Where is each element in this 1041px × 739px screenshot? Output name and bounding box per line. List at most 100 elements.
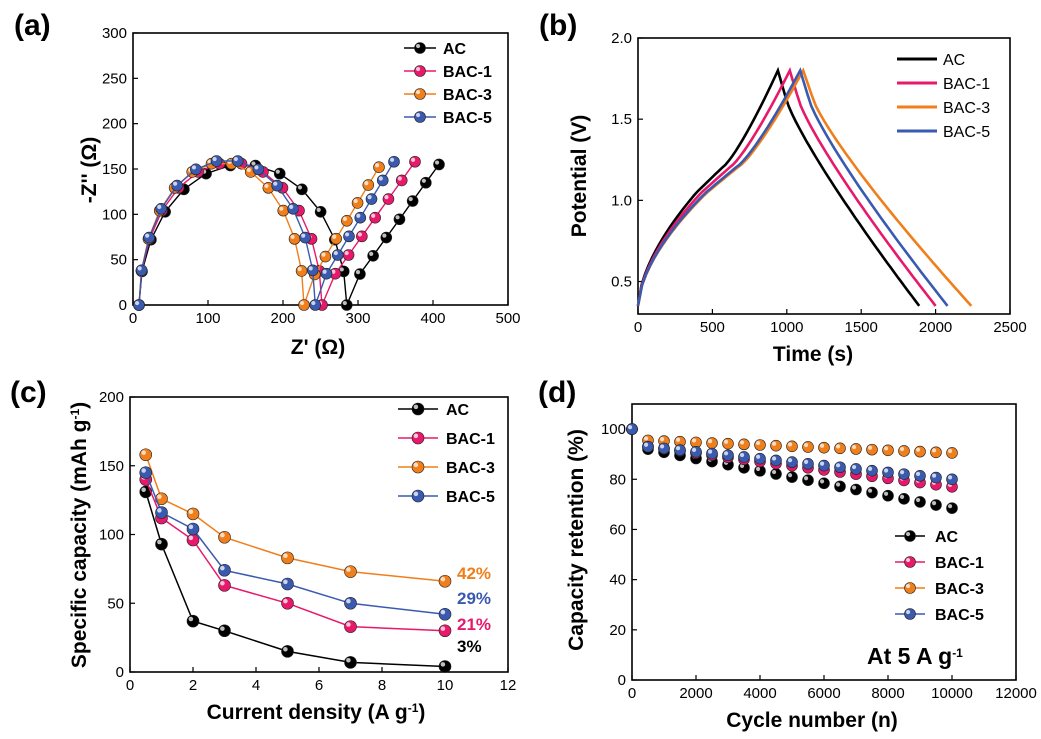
series-AC: 3% bbox=[139, 485, 482, 673]
panel-label: (a) bbox=[14, 9, 51, 42]
series-BAC-5: 29% bbox=[139, 466, 491, 621]
y-tick-label: 0 bbox=[618, 672, 626, 689]
data-point bbox=[344, 656, 357, 669]
legend-label: AC bbox=[943, 52, 965, 69]
data-point bbox=[171, 179, 183, 192]
legend-label: BAC-1 bbox=[935, 555, 984, 572]
y-tick-label: 2.0 bbox=[611, 30, 632, 47]
data-point bbox=[409, 155, 421, 168]
data-point bbox=[343, 230, 355, 243]
x-tick-label: 300 bbox=[345, 310, 370, 327]
data-point bbox=[271, 179, 283, 192]
y-axis-label: -Z'' (Ω) bbox=[78, 137, 101, 203]
data-point bbox=[786, 456, 798, 468]
data-point bbox=[738, 451, 750, 463]
data-point bbox=[438, 624, 452, 638]
data-point bbox=[786, 471, 798, 483]
x-tick-label: 4000 bbox=[743, 685, 776, 702]
legend-label: BAC-3 bbox=[943, 100, 990, 117]
x-tick-label: 2000 bbox=[919, 319, 952, 336]
data-point bbox=[252, 163, 265, 176]
x-tick-label: 2 bbox=[189, 677, 197, 694]
data-point bbox=[850, 463, 862, 475]
data-point bbox=[674, 444, 686, 456]
data-point bbox=[367, 249, 379, 262]
x-tick-label: 6 bbox=[315, 677, 323, 694]
data-point bbox=[340, 299, 353, 311]
data-point bbox=[296, 183, 308, 196]
x-tick-label: 2000 bbox=[679, 685, 712, 702]
data-point bbox=[344, 596, 357, 610]
legend-label: AC bbox=[935, 529, 959, 546]
legend-label: BAC-5 bbox=[935, 607, 984, 624]
data-point bbox=[344, 565, 357, 578]
data-point bbox=[898, 445, 910, 457]
data-point bbox=[818, 477, 830, 490]
legend: AC BAC-1 BAC-3 BAC-5 bbox=[897, 52, 990, 141]
x-axis-label: Current density (A g-1) bbox=[207, 701, 426, 724]
data-point bbox=[882, 466, 894, 479]
legend-marker bbox=[904, 582, 916, 594]
legend-marker bbox=[904, 530, 916, 542]
data-point bbox=[834, 480, 846, 493]
legend-label: AC bbox=[443, 41, 467, 58]
data-point bbox=[314, 206, 327, 218]
data-point bbox=[438, 574, 452, 588]
data-point bbox=[802, 458, 814, 470]
data-point bbox=[898, 493, 910, 505]
retention-label: 42% bbox=[457, 564, 491, 583]
y-tick-label: 0 bbox=[116, 664, 124, 681]
data-point bbox=[155, 537, 168, 551]
x-tick-label: 6000 bbox=[807, 685, 840, 702]
x-tick-label: 10 bbox=[437, 677, 454, 694]
y-tick-label: 250 bbox=[102, 70, 127, 87]
data-point bbox=[273, 167, 286, 180]
data-point bbox=[287, 203, 299, 215]
data-point bbox=[946, 473, 958, 486]
data-point bbox=[186, 522, 200, 536]
x-tick-label: 0 bbox=[634, 319, 642, 336]
data-point bbox=[139, 448, 153, 462]
series-BAC-1: 21% bbox=[139, 473, 491, 638]
data-point bbox=[331, 249, 344, 261]
x-tick-label: 0 bbox=[126, 677, 134, 694]
plot-frame bbox=[637, 37, 1011, 315]
panel-label: (d) bbox=[538, 376, 576, 409]
x-tick-label: 0 bbox=[129, 310, 137, 327]
data-point bbox=[288, 233, 301, 245]
series-BAC-3 bbox=[626, 423, 958, 459]
data-point bbox=[319, 250, 332, 263]
legend: AC BAC-1 BAC-3 BAC-5 bbox=[404, 41, 492, 127]
data-point bbox=[135, 264, 148, 277]
data-point bbox=[218, 624, 231, 638]
data-point bbox=[298, 299, 310, 311]
data-point bbox=[281, 645, 294, 658]
data-point bbox=[658, 442, 670, 455]
y-tick-label: 1.0 bbox=[611, 192, 632, 209]
data-point bbox=[218, 563, 231, 577]
data-point bbox=[365, 193, 378, 205]
legend-label: BAC-5 bbox=[443, 110, 492, 127]
y-tick-label: 150 bbox=[99, 458, 124, 475]
y-tick-label: 0 bbox=[119, 297, 127, 314]
data-point bbox=[866, 486, 878, 499]
y-tick-label: 150 bbox=[102, 161, 127, 178]
legend-label: BAC-3 bbox=[446, 460, 495, 477]
data-point bbox=[320, 267, 333, 280]
data-point bbox=[354, 211, 367, 224]
data-point bbox=[786, 440, 798, 453]
legend-marker bbox=[904, 608, 916, 620]
x-tick-label: 100 bbox=[195, 310, 220, 327]
legend: AC BAC-1 BAC-3 BAC-5 bbox=[398, 402, 495, 506]
data-point bbox=[802, 474, 814, 486]
data-point bbox=[706, 437, 718, 449]
data-point bbox=[373, 161, 385, 173]
data-point bbox=[262, 182, 275, 194]
y-tick-label: 1.5 bbox=[611, 111, 632, 128]
x-tick-label: 0 bbox=[628, 685, 636, 702]
data-point bbox=[433, 158, 445, 171]
x-tick-label: 8000 bbox=[871, 685, 904, 702]
data-point bbox=[186, 614, 200, 628]
data-point bbox=[139, 466, 153, 479]
series-line-BAC-5 bbox=[636, 67, 949, 307]
